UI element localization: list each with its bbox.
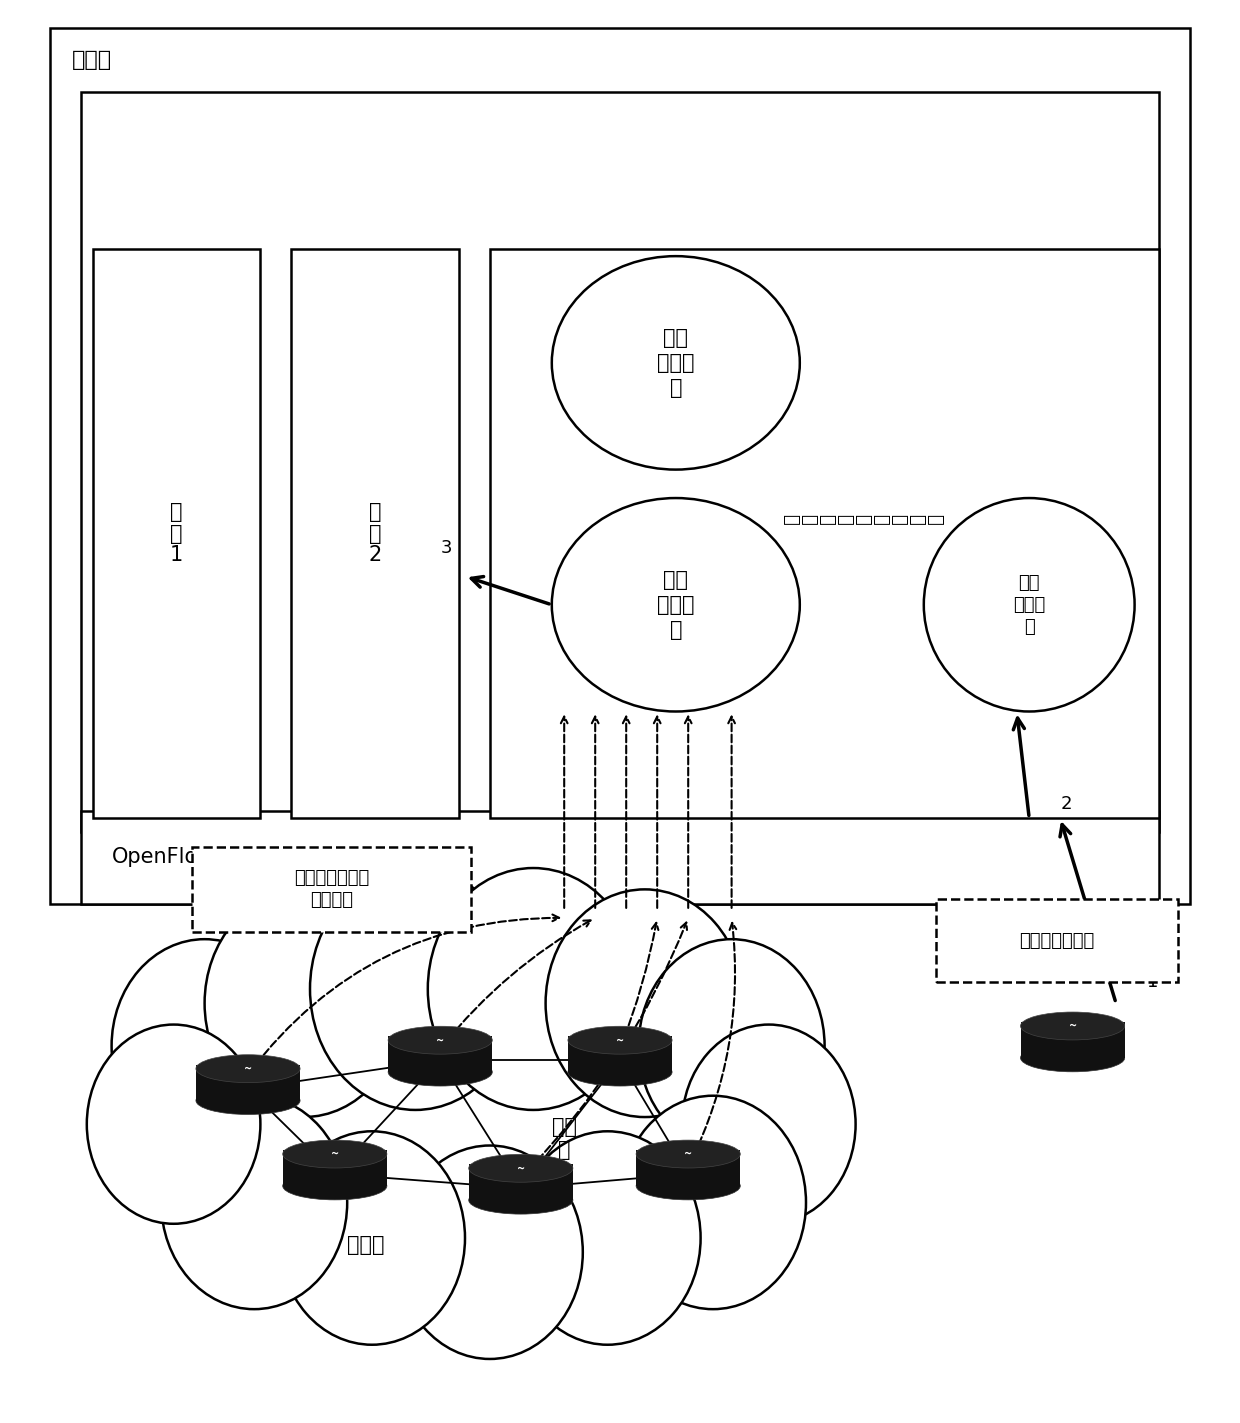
Ellipse shape [552, 256, 800, 470]
Bar [568, 1036, 672, 1072]
Circle shape [682, 1025, 856, 1224]
Circle shape [639, 939, 825, 1153]
Ellipse shape [283, 1140, 387, 1168]
Circle shape [161, 1096, 347, 1309]
Text: 卡
乡
1: 卡 乡 1 [170, 502, 184, 565]
Ellipse shape [388, 1026, 492, 1054]
Text: 转发
资源映
射: 转发 资源映 射 [657, 571, 694, 639]
Circle shape [428, 868, 639, 1110]
Circle shape [397, 1146, 583, 1359]
Bar [388, 1036, 492, 1072]
Ellipse shape [924, 498, 1135, 712]
Text: ~: ~ [331, 1148, 339, 1160]
Bar [936, 899, 1178, 982]
Ellipse shape [552, 498, 800, 712]
Ellipse shape [1021, 1044, 1125, 1072]
Text: 转发
资源映
射: 转发 资源映 射 [1013, 573, 1045, 636]
Bar [50, 28, 1190, 904]
Text: 转发层: 转发层 [347, 1235, 384, 1255]
Circle shape [546, 889, 744, 1117]
Text: 转发
资源映
射: 转发 资源映 射 [657, 329, 694, 397]
Bar [81, 811, 1159, 904]
Bar [93, 249, 260, 818]
Ellipse shape [568, 1059, 672, 1086]
Circle shape [620, 1096, 806, 1309]
Ellipse shape [636, 1173, 740, 1200]
Bar [490, 249, 1159, 818]
Circle shape [112, 939, 298, 1153]
Bar [636, 1150, 740, 1185]
Bar [196, 1064, 300, 1100]
Bar [81, 92, 1159, 832]
Text: 2: 2 [1060, 795, 1071, 813]
Text: ~: ~ [517, 1163, 525, 1174]
Text: ~: ~ [684, 1148, 692, 1160]
Ellipse shape [155, 975, 800, 1259]
Bar [283, 1150, 387, 1185]
Text: 控制器: 控制器 [72, 50, 112, 70]
Circle shape [205, 889, 403, 1117]
Bar [1021, 1022, 1125, 1057]
Bar [192, 847, 471, 932]
Ellipse shape [196, 1054, 300, 1083]
Ellipse shape [636, 1140, 740, 1168]
Ellipse shape [568, 1026, 672, 1054]
Text: 1: 1 [1147, 973, 1158, 990]
Text: ~: ~ [616, 1035, 624, 1046]
Text: 新连接的转发器: 新连接的转发器 [1019, 932, 1095, 949]
Text: ~: ~ [436, 1035, 444, 1046]
Text: ~: ~ [244, 1063, 252, 1074]
Text: OpenFlow接口: OpenFlow接口 [112, 847, 241, 868]
Text: 转发
器: 转发 器 [552, 1117, 577, 1160]
Ellipse shape [469, 1154, 573, 1183]
Text: 卡
乡
2: 卡 乡 2 [368, 502, 382, 565]
Bar [469, 1164, 573, 1200]
Circle shape [310, 868, 521, 1110]
Circle shape [87, 1025, 260, 1224]
Circle shape [515, 1131, 701, 1345]
Ellipse shape [283, 1173, 387, 1200]
Text: ~: ~ [1069, 1020, 1076, 1032]
Bar [291, 249, 459, 818]
Text: 已经获取了资源
的转发器: 已经获取了资源 的转发器 [294, 869, 370, 909]
Text: 转
发
资
源
映
射
管
理
层: 转 发 资 源 映 射 管 理 层 [781, 514, 942, 525]
Ellipse shape [1021, 1012, 1125, 1040]
Ellipse shape [388, 1059, 492, 1086]
Ellipse shape [196, 1087, 300, 1114]
Text: 3: 3 [440, 539, 451, 556]
Circle shape [279, 1131, 465, 1345]
Ellipse shape [469, 1187, 573, 1214]
